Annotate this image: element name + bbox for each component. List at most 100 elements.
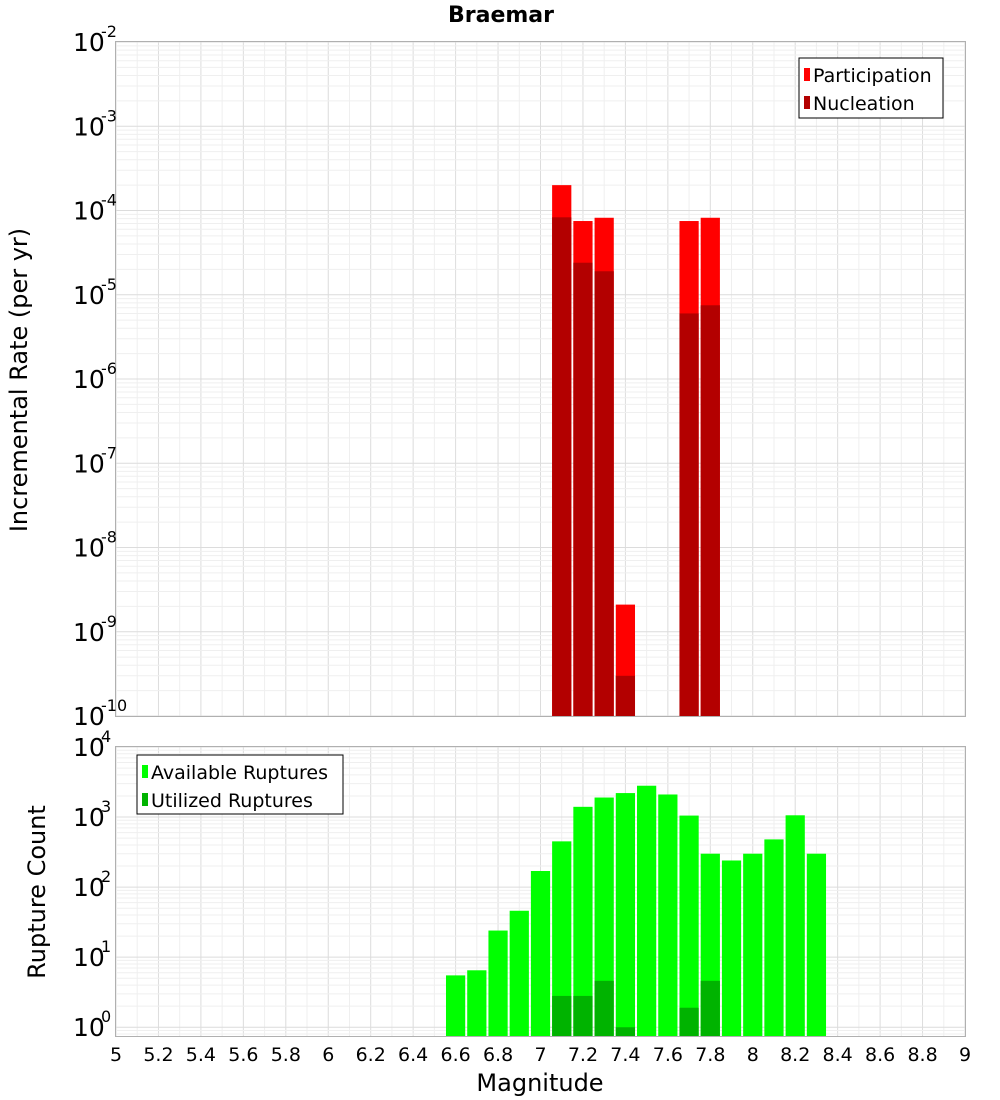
y-tick-exponent: -9 xyxy=(101,612,117,631)
y-tick-base: 10 xyxy=(73,702,105,731)
bar-available-ruptures xyxy=(445,975,466,1036)
y-tick-exponent: -8 xyxy=(101,528,117,547)
y-tick-base: 10 xyxy=(73,365,105,394)
bar-available-ruptures xyxy=(530,870,551,1036)
y-tick-label: 100 xyxy=(73,1007,111,1042)
bar-available-ruptures xyxy=(467,970,487,1036)
y-tick-base: 10 xyxy=(73,1013,105,1042)
bar-utilized-ruptures xyxy=(573,995,593,1036)
bar-utilized-ruptures xyxy=(700,980,720,1036)
legend-entry: Available Ruptures xyxy=(151,762,328,784)
y-tick-label: 10-3 xyxy=(73,106,117,141)
y-tick-exponent: -10 xyxy=(101,696,127,715)
bar-available-ruptures xyxy=(552,841,572,1036)
x-tick-label: 6.4 xyxy=(398,1044,428,1066)
top-plot-bars xyxy=(552,185,720,717)
x-tick-label: 7.4 xyxy=(610,1044,640,1066)
bar-nucleation xyxy=(679,313,699,716)
x-tick-label: 6.2 xyxy=(356,1044,386,1066)
bar-available-ruptures xyxy=(615,793,636,1036)
bottom-y-axis-label: Rupture Count xyxy=(23,805,51,979)
x-tick-label: 8.6 xyxy=(865,1044,895,1066)
bar-available-ruptures xyxy=(658,794,678,1036)
y-tick-exponent: 1 xyxy=(101,937,111,956)
x-tick-label: 6.8 xyxy=(483,1044,513,1066)
x-tick-label: 8.8 xyxy=(907,1044,937,1066)
bottom-plot-frame xyxy=(115,746,966,1037)
top-plot-grid xyxy=(115,41,966,717)
y-tick-exponent: 4 xyxy=(101,727,111,746)
y-tick-base: 10 xyxy=(73,449,105,478)
y-tick-base: 10 xyxy=(73,873,105,902)
x-tick-label: 5.2 xyxy=(143,1044,173,1066)
chart-title: Braemar xyxy=(448,3,554,28)
y-tick-label: 10-2 xyxy=(73,22,117,57)
bar-available-ruptures xyxy=(509,910,529,1036)
y-tick-base: 10 xyxy=(73,943,105,972)
bar-available-ruptures xyxy=(806,853,827,1036)
y-tick-label: 10-5 xyxy=(73,275,117,310)
y-tick-exponent: 2 xyxy=(101,867,111,886)
x-tick-label: 7.6 xyxy=(653,1044,683,1066)
x-tick-label: 5 xyxy=(110,1044,122,1066)
bar-utilized-ruptures xyxy=(615,1027,636,1036)
top-plot-frame xyxy=(115,41,966,717)
y-tick-exponent: -7 xyxy=(101,443,117,462)
bar-available-ruptures xyxy=(637,785,657,1036)
x-tick-label: 6 xyxy=(322,1044,334,1066)
legend-box xyxy=(798,57,944,119)
bar-available-ruptures xyxy=(785,815,805,1036)
y-tick-exponent: 0 xyxy=(101,1007,111,1026)
legend-swatch xyxy=(142,765,148,778)
bar-available-ruptures xyxy=(743,853,763,1036)
legend-box xyxy=(136,754,344,815)
bar-utilized-ruptures xyxy=(552,995,572,1036)
bar-available-ruptures xyxy=(573,806,593,1036)
top-y-axis-label: Incremental Rate (per yr) xyxy=(5,228,33,532)
x-tick-label: 7 xyxy=(534,1044,546,1066)
bar-nucleation xyxy=(552,217,572,716)
x-tick-label: 5.8 xyxy=(271,1044,301,1066)
bar-available-ruptures xyxy=(721,860,742,1036)
bar-nucleation xyxy=(615,675,636,716)
y-tick-base: 10 xyxy=(73,28,105,57)
x-tick-label: 8 xyxy=(747,1044,759,1066)
bar-available-ruptures xyxy=(488,930,508,1036)
bottom-plot-bars xyxy=(445,785,827,1036)
y-tick-base: 10 xyxy=(73,733,105,762)
y-tick-base: 10 xyxy=(73,197,105,226)
bar-utilized-ruptures xyxy=(679,1007,699,1036)
legend-entry: Nucleation xyxy=(813,93,915,115)
x-tick-label: 9 xyxy=(959,1044,971,1066)
y-tick-base: 10 xyxy=(73,281,105,310)
y-tick-label: 10-7 xyxy=(73,443,117,478)
y-tick-label: 101 xyxy=(73,937,111,972)
y-tick-label: 10-9 xyxy=(73,612,117,647)
bar-nucleation xyxy=(573,262,593,716)
x-tick-label: 7.8 xyxy=(695,1044,725,1066)
y-tick-exponent: -6 xyxy=(101,359,117,378)
bottom-legend: Available Ruptures Utilized Ruptures xyxy=(136,754,344,815)
bar-utilized-ruptures xyxy=(594,980,614,1036)
y-tick-label: 103 xyxy=(73,797,111,832)
y-tick-exponent: -4 xyxy=(101,191,117,210)
x-tick-label: 7.2 xyxy=(568,1044,598,1066)
y-tick-exponent: -3 xyxy=(101,106,117,125)
x-tick-label: 5.6 xyxy=(228,1044,258,1066)
x-tick-label: 8.4 xyxy=(823,1044,853,1066)
y-tick-exponent: -5 xyxy=(101,275,117,294)
y-tick-base: 10 xyxy=(73,803,105,832)
y-tick-label: 10-6 xyxy=(73,359,117,394)
bar-available-ruptures xyxy=(679,815,699,1036)
legend-swatch xyxy=(804,68,810,81)
y-tick-label: 10-4 xyxy=(73,191,117,226)
x-tick-label: 5.4 xyxy=(186,1044,216,1066)
y-tick-base: 10 xyxy=(73,534,105,563)
bar-nucleation xyxy=(700,305,720,716)
bar-nucleation xyxy=(594,271,614,716)
y-tick-exponent: -2 xyxy=(101,22,117,41)
bar-available-ruptures xyxy=(764,839,784,1036)
